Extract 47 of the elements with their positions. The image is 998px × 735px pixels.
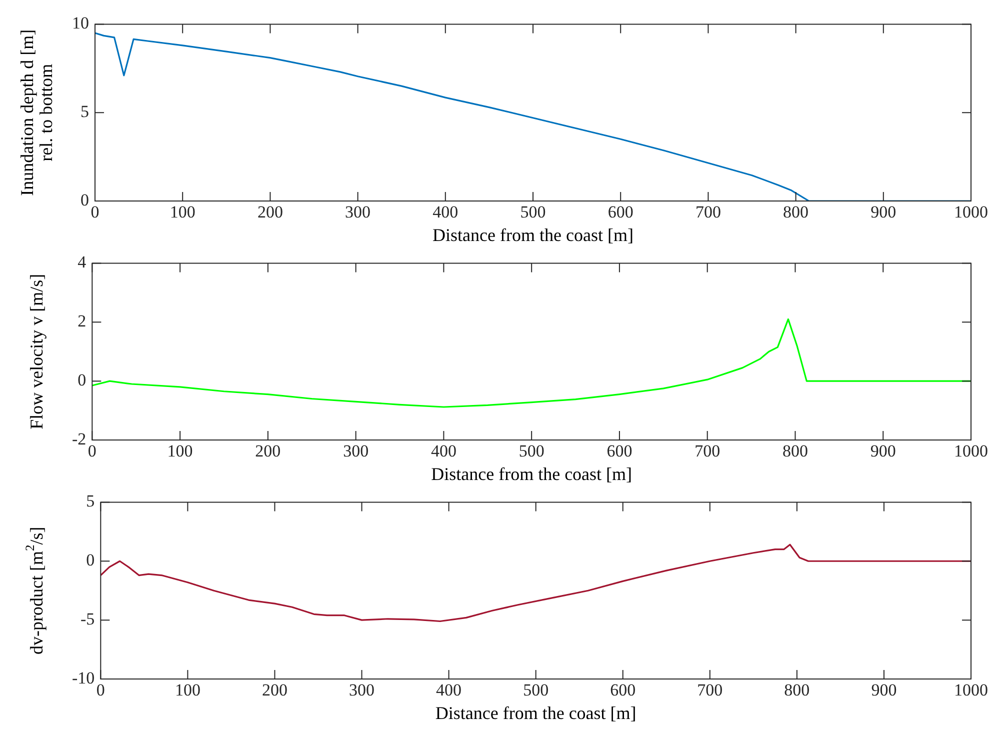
x-tick-label: 700 xyxy=(697,680,723,700)
x-tick-label: 1000 xyxy=(954,202,988,222)
x-axis-title: Distance from the coast [m] xyxy=(431,464,632,484)
x-tick-label: 100 xyxy=(170,202,196,222)
y-tick-label: 5 xyxy=(80,102,89,122)
x-tick-label: 1000 xyxy=(954,680,988,700)
x-tick-label: 800 xyxy=(782,442,808,461)
x-tick-label: 700 xyxy=(694,442,720,461)
y-axis-title: Inundation depth d [m] rel. to bottom xyxy=(17,29,56,196)
x-tick-label: 500 xyxy=(518,442,544,461)
x-tick-label: 100 xyxy=(167,442,193,461)
x-tick-label: 400 xyxy=(432,202,458,222)
x-axis-title: Distance from the coast [m] xyxy=(435,702,636,723)
x-tick-label: 600 xyxy=(606,442,632,461)
x-axis-title: Distance from the coast [m] xyxy=(432,224,634,245)
y-tick-label: -5 xyxy=(80,610,95,629)
y-axis-title: Flow velocity v [m/s] xyxy=(26,274,47,430)
y-axis-title: dv-product [m2/s] xyxy=(23,526,47,654)
x-tick-label: 200 xyxy=(257,202,283,222)
y-tick-label: 0 xyxy=(80,190,89,210)
x-tick-label: 900 xyxy=(871,680,897,700)
x-tick-label: 1000 xyxy=(954,442,988,461)
x-tick-label: 400 xyxy=(436,680,462,700)
y-tick-label: 5 xyxy=(86,492,95,511)
x-tick-label: 600 xyxy=(610,680,636,700)
x-tick-label: 300 xyxy=(349,680,375,700)
y-tick-label: 10 xyxy=(72,14,89,33)
x-tick-label: 700 xyxy=(695,202,721,222)
y-tick-label: 2 xyxy=(78,312,86,331)
x-tick-label: 900 xyxy=(870,442,896,461)
x-tick-label: 200 xyxy=(262,680,288,700)
x-tick-label: 300 xyxy=(343,442,369,461)
x-tick-label: 500 xyxy=(523,680,549,700)
y-tick-label: -2 xyxy=(72,429,86,448)
x-tick-label: 200 xyxy=(255,442,281,461)
x-tick-label: 600 xyxy=(608,202,634,222)
x-tick-label: 300 xyxy=(345,202,371,222)
y-tick-label: 0 xyxy=(78,370,86,390)
y-tick-label: 4 xyxy=(78,252,87,272)
x-tick-label: 900 xyxy=(870,202,896,222)
x-tick-label: 800 xyxy=(784,680,810,700)
y-tick-label: 0 xyxy=(86,550,95,570)
y-tick-label: -10 xyxy=(72,668,95,688)
x-tick-label: 800 xyxy=(783,202,809,222)
x-tick-label: 100 xyxy=(174,680,200,700)
x-tick-label: 500 xyxy=(520,202,546,222)
x-tick-label: 400 xyxy=(430,442,456,461)
